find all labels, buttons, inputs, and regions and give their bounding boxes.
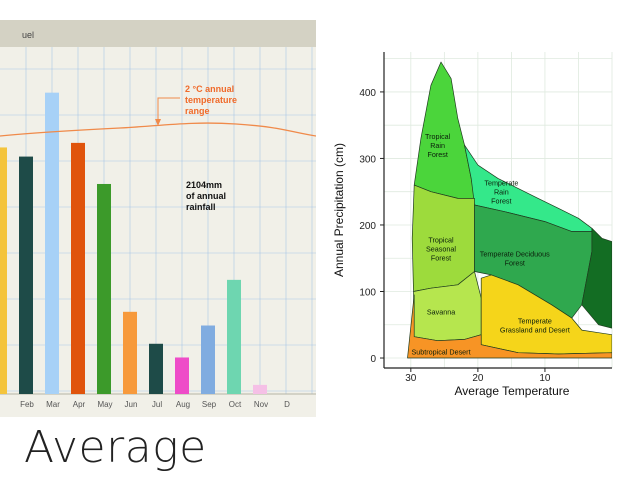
bar-Feb <box>19 156 33 394</box>
bar-Apr <box>71 142 85 394</box>
biome-label: Temperate <box>518 316 552 325</box>
month-label: Jul <box>152 400 162 409</box>
annotation-arrow <box>157 97 180 123</box>
biome-regions <box>407 61 612 359</box>
temperature-annotation-line: range <box>185 106 210 116</box>
y-tick-label: 300 <box>359 154 376 165</box>
month-label: Mar <box>46 400 60 409</box>
biome-label: Forest <box>427 150 447 159</box>
biome-label: Savanna <box>427 307 455 316</box>
month-label: D <box>284 400 290 409</box>
y-tick-label: 400 <box>359 88 376 99</box>
temperature-annotation-line: 2 °C annual <box>185 84 234 94</box>
rainfall-annotation-line: rainfall <box>186 202 216 212</box>
biome-label: Tropical <box>428 235 454 244</box>
y-axis-label: Annual Precipitation (cm) <box>332 143 346 277</box>
bar-Aug <box>175 357 189 394</box>
biome-label: Tropical <box>425 132 451 141</box>
biome-label: Grassland and Desert <box>500 325 570 334</box>
x-tick-label: 10 <box>539 373 551 384</box>
chart-header <box>0 20 316 47</box>
biome-subtropical-desert <box>407 294 612 359</box>
biome-label: Rain <box>494 188 509 197</box>
rainfall-annotation-line: 2104mm <box>186 180 222 190</box>
x-tick-label: 30 <box>405 373 417 384</box>
biome-diagram: Tropical Rain Forest Temperate Rain Forest Tro… <box>326 40 626 400</box>
bar-Mar <box>45 92 59 394</box>
biome-chart-svg: TropicalRainForestTemperateRainForestTro… <box>332 52 613 398</box>
month-label: Nov <box>254 400 268 409</box>
biome-label: Temperate Deciduous <box>480 250 550 259</box>
y-tick-label: 100 <box>359 287 376 298</box>
bar-Sep <box>201 325 215 394</box>
rainfall-bar-chart: uel Feb Mar Apr May Jun Jul Aug Sep Oct Nov D 2 °C a… <box>0 20 317 417</box>
bar-Oct <box>227 279 241 394</box>
biome-label: Temperate <box>484 179 518 188</box>
y-tick-label: 0 <box>370 354 376 365</box>
temperature-line <box>0 122 317 137</box>
arrow-head <box>155 119 161 126</box>
month-label: Feb <box>20 400 34 409</box>
rainfall-chart-svg: uel Feb Mar Apr May Jun Jul Aug Sep Oct Nov D 2 °C a… <box>0 20 317 417</box>
temperature-annotation-line: temperature <box>185 95 237 105</box>
rainfall-annotation-line: of annual <box>186 191 226 201</box>
month-label: Apr <box>73 400 86 409</box>
bar-May <box>97 183 111 394</box>
month-label: Sep <box>202 400 217 409</box>
y-tick-label: 200 <box>359 221 376 232</box>
biome-boreal-forest <box>581 227 612 329</box>
biome-label: Subtropical Desert <box>411 347 470 356</box>
header-text: uel <box>22 30 34 40</box>
x-axis-label: Average Temperature <box>455 384 570 398</box>
month-label: Jun <box>125 400 138 409</box>
month-label: May <box>97 400 112 409</box>
bar-Nov <box>253 384 267 394</box>
month-label: Oct <box>229 400 242 409</box>
slide-caption: Average <box>24 422 207 473</box>
biome-label: Forest <box>505 259 525 268</box>
biome-label: Forest <box>431 253 451 262</box>
biome-label: Rain <box>430 141 445 150</box>
x-tick-label: 20 <box>472 373 484 384</box>
month-label: Aug <box>176 400 190 409</box>
bar-Jul <box>149 343 163 394</box>
biome-label: Forest <box>491 197 511 206</box>
bar-Jun <box>123 311 137 394</box>
biome-label: Seasonal <box>426 244 456 253</box>
bar-jan <box>0 147 7 394</box>
